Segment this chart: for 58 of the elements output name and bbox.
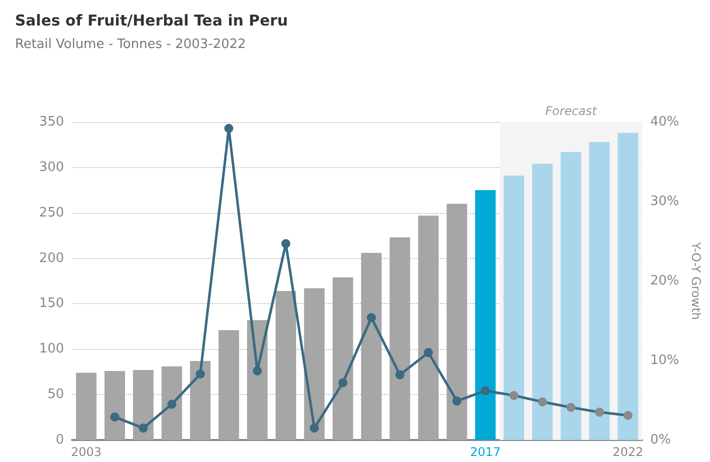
point <box>452 396 462 406</box>
y2-tick-label: 10% <box>650 353 680 368</box>
point <box>338 378 348 388</box>
y-tick-label: 300 <box>39 160 64 175</box>
y2-tick-label: 0% <box>650 432 671 448</box>
bar <box>304 288 325 440</box>
x-tick-label: 2022 <box>612 445 644 459</box>
x-tick-label: 2017 <box>470 445 501 459</box>
point <box>509 390 518 400</box>
point <box>538 397 547 406</box>
bar <box>589 142 610 440</box>
point <box>395 370 404 380</box>
y2-tick-label: 20% <box>650 274 680 288</box>
y-tick-label: 250 <box>39 205 64 220</box>
y2-tick-label: 40% <box>650 114 680 130</box>
bar <box>560 152 582 440</box>
bar <box>190 360 211 440</box>
bar <box>390 237 410 440</box>
point <box>594 408 604 417</box>
y-tick-label: 100 <box>39 342 64 357</box>
x-tick-label: 2003 <box>70 445 102 459</box>
point <box>480 386 490 396</box>
y2-tick-label: 30% <box>650 194 680 209</box>
point <box>252 366 262 376</box>
point <box>196 370 205 379</box>
bar <box>446 204 468 440</box>
bar <box>162 366 182 440</box>
y-tick-label: 150 <box>39 296 64 312</box>
point <box>623 410 632 420</box>
bar <box>276 290 296 440</box>
bar <box>504 176 524 440</box>
chart-subtitle: Retail Volume - Tonnes - 2003-2022 <box>15 37 246 52</box>
y-tick-label: 50 <box>47 387 64 402</box>
point <box>110 412 120 422</box>
bar <box>532 164 553 440</box>
point <box>424 348 433 358</box>
bar <box>332 277 354 440</box>
point <box>167 400 176 409</box>
bar <box>133 370 154 440</box>
y2-axis-title: Y-O-Y Growth <box>689 241 703 320</box>
point <box>366 313 376 322</box>
bar <box>475 190 496 440</box>
point <box>138 424 148 433</box>
bar <box>76 372 97 440</box>
bar <box>618 132 638 440</box>
point <box>224 124 234 133</box>
bar <box>218 330 240 440</box>
chart-title: Sales of Fruit/Herbal Tea in Peru <box>15 12 288 30</box>
bar <box>418 216 439 440</box>
y-tick-label: 200 <box>39 250 64 266</box>
bar <box>361 252 382 440</box>
point <box>281 239 290 248</box>
text: Forecast <box>545 104 598 118</box>
y-tick-label: 350 <box>39 114 64 130</box>
point <box>566 402 576 412</box>
point <box>310 424 319 433</box>
bar <box>104 370 126 440</box>
y-tick-label: 0 <box>56 432 64 448</box>
